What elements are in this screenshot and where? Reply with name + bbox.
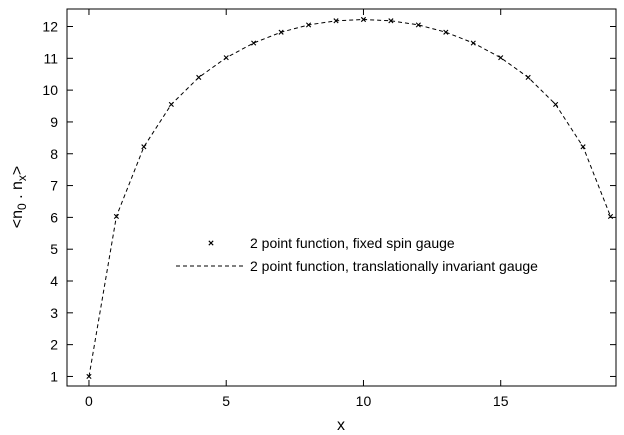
data-point — [305, 22, 312, 28]
y-tick-label: 8 — [50, 146, 58, 162]
y-axis-label: <n0 . nx> — [9, 166, 29, 229]
data-point — [553, 101, 559, 108]
data-point-marker — [113, 213, 119, 220]
y-tick-label: 12 — [42, 18, 58, 34]
data-point — [415, 22, 421, 28]
data-point-marker — [360, 16, 367, 23]
data-point — [168, 101, 174, 108]
y-tick-label: 2 — [50, 337, 58, 353]
data-point-marker — [470, 40, 476, 46]
data-point — [443, 29, 449, 35]
data-point-marker — [415, 22, 421, 28]
data-point — [278, 29, 284, 35]
data-point — [113, 213, 119, 220]
x-tick-label: 0 — [85, 393, 93, 409]
data-point — [196, 74, 202, 80]
data-point — [360, 16, 367, 23]
data-point-marker — [278, 29, 284, 35]
y-tick-label: 4 — [50, 273, 58, 289]
data-point — [498, 55, 504, 61]
legend-label-translational: 2 point function, translationally invari… — [250, 258, 538, 274]
data-point — [607, 213, 614, 220]
data-point — [223, 55, 229, 61]
data-point-marker — [388, 18, 394, 24]
x-axis-label: x — [337, 417, 345, 434]
data-point — [251, 40, 257, 46]
data-point-marker — [305, 22, 312, 28]
data-point-marker — [196, 74, 202, 80]
data-point-marker — [86, 373, 92, 380]
data-point — [141, 144, 147, 150]
y-tick-label: 10 — [42, 82, 58, 98]
data-point-marker — [580, 144, 586, 150]
data-point — [388, 18, 394, 24]
x-tick-label: 10 — [356, 393, 372, 409]
data-point-marker — [607, 213, 614, 220]
data-point-marker — [553, 101, 559, 108]
data-point-marker — [333, 18, 339, 24]
data-point — [86, 373, 92, 380]
x-tick-label: 5 — [222, 393, 230, 409]
y-tick-label: 7 — [50, 178, 58, 194]
data-point-marker — [208, 240, 214, 246]
plot-frame — [66, 8, 617, 387]
data-point — [470, 40, 476, 46]
data-point — [580, 144, 586, 150]
data-point-marker — [498, 55, 504, 61]
y-tick-label: 1 — [50, 368, 58, 384]
series-line-translational — [88, 18, 611, 377]
y-tick-label: 11 — [43, 50, 58, 66]
y-tick-label: 3 — [50, 305, 58, 321]
data-point — [525, 74, 531, 80]
y-tick-label: 9 — [50, 114, 58, 130]
data-point-marker — [251, 40, 257, 46]
series-layer — [86, 16, 614, 380]
data-point-marker — [168, 101, 174, 108]
x-tick-label: 15 — [493, 393, 509, 409]
data-point-marker — [223, 55, 229, 61]
data-point-marker — [525, 74, 531, 80]
y-tick-label: 6 — [50, 209, 58, 225]
y-tick-label: 5 — [50, 241, 58, 257]
data-point-marker — [443, 29, 449, 35]
data-point-marker — [141, 144, 147, 150]
legend-marker-fixed-spin — [208, 240, 214, 246]
legend: 2 point function, fixed spin gauge 2 poi… — [176, 235, 538, 274]
data-point — [333, 18, 339, 24]
legend-label-fixed-spin: 2 point function, fixed spin gauge — [250, 235, 455, 251]
